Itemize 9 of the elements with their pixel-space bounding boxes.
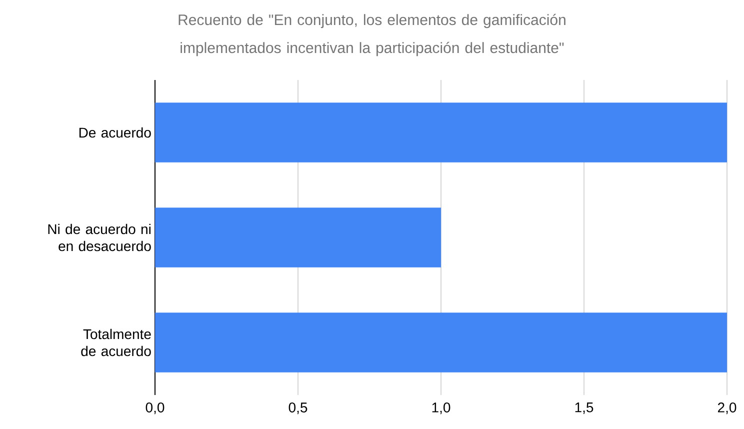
x-tick-label: 0,5 (288, 402, 308, 414)
chart-title: Recuento de "En conjunto, los elementos de gamificación implementados incentivan la participación del estudiante" (178, 14, 566, 56)
x-tick-label: 1,0 (432, 402, 450, 414)
y-tick-label: Ni de acuerdo ni en desacuerdo (48, 224, 151, 252)
x-tick-label: 0,0 (146, 402, 164, 414)
y-tick-label: De acuerdo (79, 127, 151, 138)
y-tick-label: Totalmente de acuerdo (81, 328, 151, 356)
x-tick-label: 2,0 (718, 402, 736, 414)
x-tick-label: 1,5 (575, 402, 594, 414)
